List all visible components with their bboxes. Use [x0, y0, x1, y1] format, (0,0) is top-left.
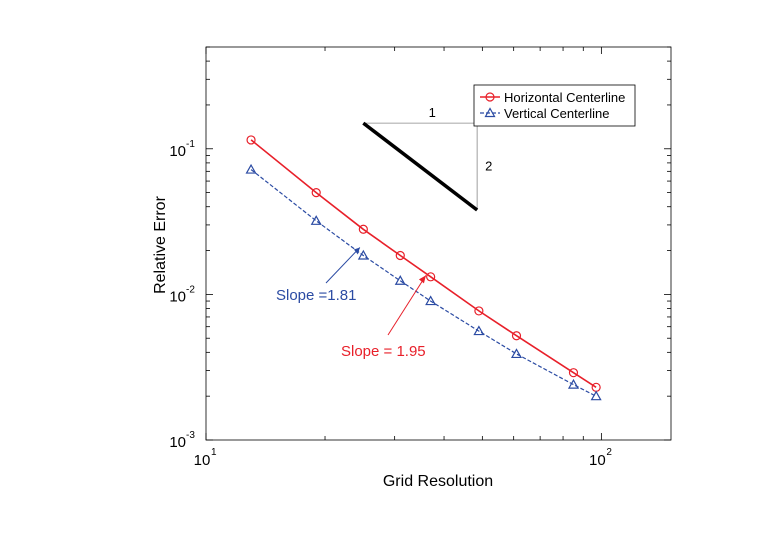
x-tick-label: 10 — [194, 452, 211, 469]
slope-annotation: Slope = 1.95 — [341, 343, 426, 360]
series-line — [250, 139, 597, 388]
y-tick-label: 10 — [169, 434, 186, 451]
annotation-arrow — [387, 275, 427, 336]
data-point — [474, 306, 484, 316]
legend-label: Vertical Centerline — [504, 106, 610, 121]
legend-marker — [485, 92, 495, 102]
legend-label: Horizontal Centerline — [504, 90, 625, 105]
x-tick-label-exponent: 2 — [606, 447, 612, 458]
x-tick-labels: 10 1 10 2 — [194, 447, 613, 469]
slope-reference-line — [362, 121, 479, 212]
annotation-arrow — [325, 247, 361, 284]
slope-triangle-run-label: 1 — [429, 105, 436, 120]
y-tick-label: 10 — [169, 143, 186, 160]
data-point — [510, 348, 523, 359]
slope-triangle-rise-label: 2 — [485, 159, 492, 174]
annotation-arrowhead — [418, 275, 426, 284]
data-point — [590, 390, 602, 401]
slope-annotation: Slope =1.81 — [276, 287, 357, 304]
data-point — [473, 325, 485, 336]
data-point — [246, 135, 256, 145]
annotation-arrowhead — [353, 247, 360, 255]
series-line — [250, 169, 597, 397]
y-tick-label-exponent: -2 — [186, 284, 195, 295]
data-point — [395, 250, 405, 261]
legend-marker — [484, 107, 496, 118]
y-axis-label: Relative Error — [152, 195, 169, 293]
data-point — [357, 249, 369, 260]
x-tick-label-exponent: 1 — [211, 447, 217, 458]
slope-triangle: 12 — [362, 105, 492, 212]
data-point — [311, 188, 321, 198]
data-point — [310, 215, 322, 225]
data-point — [394, 275, 406, 285]
x-axis-label: Grid Resolution — [383, 473, 493, 490]
data-point — [568, 368, 579, 378]
series-group — [245, 135, 602, 401]
y-tick-label: 10 — [169, 288, 186, 305]
data-point — [511, 331, 522, 341]
data-point — [567, 378, 579, 389]
y-tick-labels: 10-310-210-1 — [169, 139, 195, 451]
y-tick-label-exponent: -3 — [186, 430, 195, 441]
data-point — [358, 224, 368, 234]
data-point — [425, 295, 437, 306]
data-point — [426, 272, 436, 282]
y-tick-label-exponent: -1 — [186, 139, 195, 150]
legend-box — [473, 84, 636, 127]
x-tick-label: 10 — [589, 452, 606, 469]
data-point — [245, 163, 257, 174]
annotations: Slope =1.81 Slope = 1.95 — [276, 247, 427, 360]
tick-marks — [205, 46, 671, 441]
